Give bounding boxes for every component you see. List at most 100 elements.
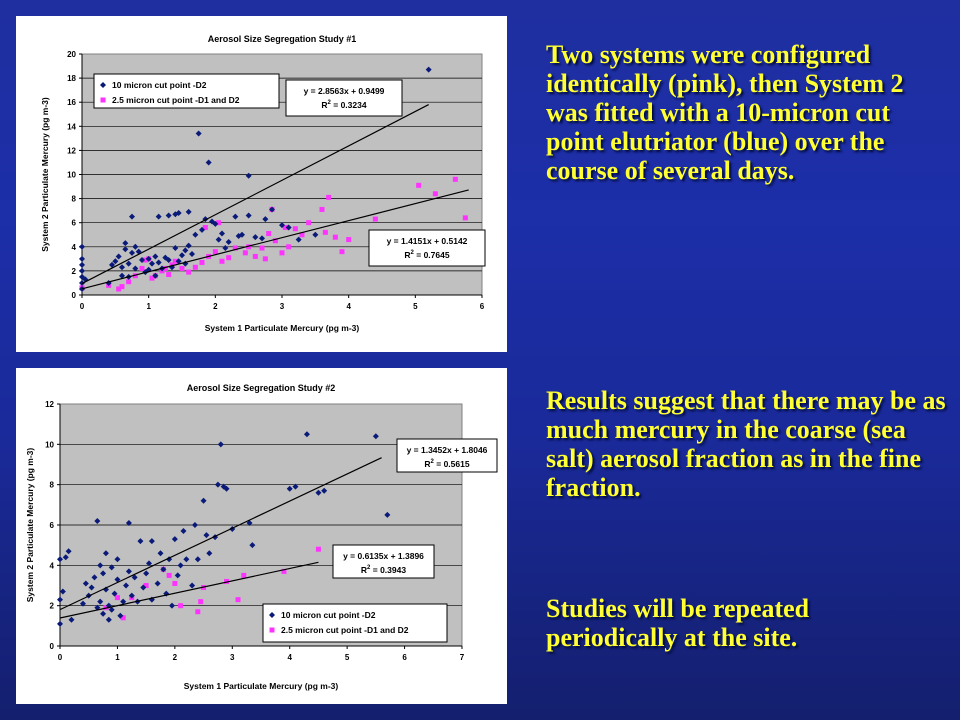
y-tick-label: 10 (67, 171, 76, 180)
trendline-r-squared: R2 = 0.3943 (361, 565, 406, 575)
data-point-diamond (225, 238, 232, 245)
y-tick-label: 12 (67, 146, 76, 155)
data-point-square (299, 232, 305, 238)
data-point-diamond (132, 243, 139, 250)
data-point-diamond (129, 249, 135, 256)
y-tick-label: 4 (50, 561, 55, 570)
data-point-diamond (152, 272, 159, 279)
data-point-square (119, 284, 125, 290)
data-point-diamond (65, 548, 72, 555)
trendline-equation-box (285, 79, 403, 117)
data-point-square (162, 265, 168, 271)
data-point-square (142, 257, 148, 263)
data-point-square (416, 182, 422, 188)
x-tick-label: 3 (230, 653, 235, 662)
data-point-diamond (168, 602, 175, 609)
data-point-diamond (384, 511, 391, 518)
y-axis-label: System 2 Particulate Mercury (pg m-3) (40, 97, 50, 252)
data-point-diamond (285, 224, 292, 231)
trendline (59, 457, 382, 611)
legend-marker-diamond (100, 82, 106, 88)
data-point-diamond (279, 222, 285, 229)
trendline-equation: y = 1.3452x + 1.8046 (407, 445, 488, 455)
data-point-square (232, 245, 238, 251)
data-point-diamond (155, 213, 162, 220)
data-point-diamond (102, 550, 109, 557)
data-point-square (195, 609, 201, 615)
y-tick-label: 6 (50, 521, 55, 530)
data-point-square (372, 216, 378, 222)
data-point-diamond (212, 220, 219, 227)
data-point-diamond (68, 616, 75, 623)
x-tick-label: 1 (146, 302, 151, 311)
data-point-square (286, 244, 292, 250)
data-point-diamond (114, 576, 121, 583)
data-point-diamond (119, 264, 125, 271)
data-point-diamond (206, 550, 213, 557)
data-point-square (272, 238, 278, 244)
x-tick-label: 6 (402, 653, 407, 662)
data-point-diamond (194, 556, 201, 563)
data-point-diamond (182, 260, 189, 267)
trendline (59, 561, 319, 619)
data-point-square (282, 225, 288, 231)
trendline (81, 189, 469, 290)
chart-panel-2: 0 2 4 6 8 10 12 0 1 2 3 4 5 6 7 Aerosol Size Segregatio… (16, 368, 507, 704)
data-point-diamond (246, 519, 253, 526)
y-tick-label: 10 (45, 440, 54, 449)
data-point-square (322, 229, 328, 235)
data-point-diamond (137, 538, 144, 545)
data-point-diamond (62, 554, 69, 561)
legend-marker-diamond (269, 612, 275, 618)
data-point-square (259, 245, 265, 251)
data-point-square (186, 269, 192, 275)
data-point-diamond (100, 610, 107, 617)
data-point-diamond (125, 519, 132, 526)
legend-marker-square (100, 97, 106, 103)
data-point-square (462, 215, 468, 221)
data-point-diamond (286, 485, 293, 492)
x-tick-label: 2 (213, 302, 218, 311)
data-point-square (346, 237, 352, 243)
data-point-diamond (183, 556, 190, 563)
data-point-diamond (229, 526, 236, 533)
data-point-square (116, 286, 122, 292)
trendline-equation: y = 0.6135x + 1.3896 (343, 551, 424, 561)
data-point-diamond (165, 212, 172, 219)
data-point-diamond (214, 481, 221, 488)
y-axis-label: System 2 Particulate Mercury (pg m-3) (25, 448, 35, 603)
data-point-square (292, 226, 298, 232)
data-point-diamond (143, 570, 150, 577)
data-point-diamond (191, 522, 198, 528)
y-tick-label: 6 (72, 219, 77, 228)
data-point-square (242, 250, 248, 256)
data-point-diamond (102, 586, 109, 593)
data-point-diamond (262, 216, 269, 223)
x-tick-label: 5 (345, 653, 350, 662)
trendline-equation-box (332, 544, 435, 579)
data-point-diamond (119, 272, 125, 279)
data-point-square (126, 279, 132, 285)
data-point-diamond (115, 253, 122, 260)
data-point-diamond (180, 528, 187, 535)
x-axis-label: System 1 Particulate Mercury (pg m-3) (205, 323, 360, 333)
data-point-diamond (122, 240, 129, 247)
x-tick-label: 6 (480, 302, 485, 311)
data-point-diamond (219, 230, 225, 237)
data-point-diamond (105, 616, 112, 623)
data-point-diamond (182, 247, 189, 254)
legend-box (262, 603, 448, 643)
data-point-diamond (269, 206, 275, 213)
data-point-square (219, 258, 225, 264)
data-point-diamond (203, 532, 210, 539)
data-point-square (452, 176, 458, 182)
data-point-diamond (259, 235, 265, 242)
data-point-diamond (109, 261, 115, 268)
y-tick-label: 18 (67, 74, 76, 83)
data-point-diamond (79, 255, 85, 262)
data-point-diamond (108, 606, 115, 613)
x-tick-label: 4 (346, 302, 351, 311)
data-point-diamond (97, 562, 104, 569)
data-point-square (315, 546, 321, 552)
